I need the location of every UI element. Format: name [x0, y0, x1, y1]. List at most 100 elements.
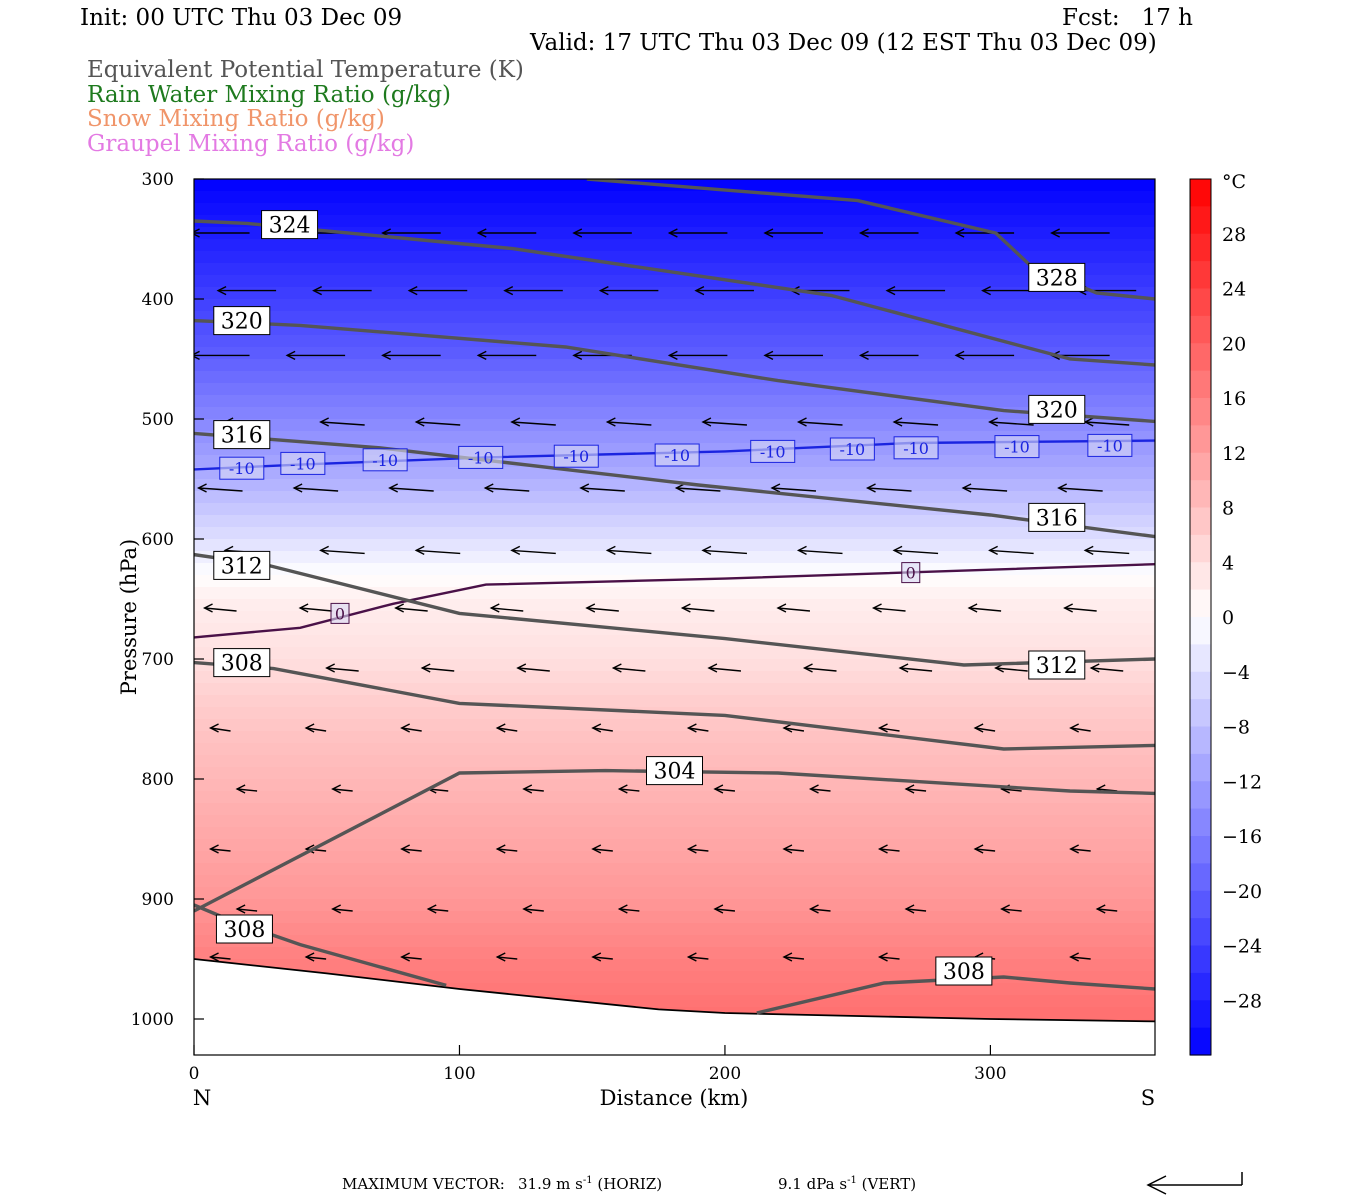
- colorbar-tick-label: −8: [1222, 717, 1250, 739]
- legend-snow: Snow Mixing Ratio (g/kg): [87, 106, 385, 132]
- wind-vector-head: [961, 483, 972, 493]
- temperature-band: [194, 203, 1155, 216]
- temperature-band: [194, 923, 1155, 936]
- wind-vector: [619, 788, 640, 792]
- wind-vector-head: [196, 483, 207, 493]
- colorbar-tick-label: 12: [1222, 443, 1246, 465]
- wind-vector-head: [1069, 723, 1079, 733]
- colorbar-segment: [1190, 753, 1211, 782]
- theta-e-label-box: [213, 550, 271, 580]
- wind-vector: [783, 956, 805, 960]
- wind-vector-head: [331, 784, 341, 794]
- theta-e-contour-line: [586, 179, 1155, 301]
- wind-vector-head: [591, 844, 602, 854]
- temperature-band: [194, 383, 1155, 396]
- isotherm-label: -10: [760, 442, 786, 461]
- wind-vector-head: [476, 350, 487, 361]
- wind-vector: [1070, 956, 1091, 960]
- temperature-band: [194, 863, 1155, 876]
- wind-vector: [995, 667, 1028, 672]
- temperature-band: [194, 911, 1155, 924]
- colorbar-segment: [1190, 370, 1211, 399]
- temperature-band: [194, 947, 1155, 960]
- forecast-hour: Fcst: 17 h: [1062, 5, 1193, 31]
- x-axis-label: Distance (km): [600, 1086, 749, 1110]
- wind-vector: [682, 607, 715, 612]
- y-axis-label: Pressure (hPa): [117, 539, 141, 695]
- temperature-band: [194, 887, 1155, 900]
- wind-vector: [306, 727, 327, 732]
- reference-vector: [1146, 1172, 1243, 1195]
- wind-vector-head: [572, 350, 583, 361]
- wind-vector-head: [892, 545, 903, 556]
- wind-vector: [1070, 727, 1091, 732]
- wind-vector: [607, 421, 652, 426]
- wind-vector-head: [312, 285, 322, 296]
- wind-vector-head: [808, 784, 819, 794]
- wind-vector-head: [1083, 545, 1094, 556]
- wind-vector: [1070, 848, 1091, 852]
- init-time: Init: 00 UTC Thu 03 Dec 09: [80, 5, 403, 31]
- colorbar-segment: [1190, 890, 1211, 919]
- wind-vector-head: [667, 350, 678, 361]
- colorbar-unit: °C: [1222, 171, 1246, 193]
- colorbar-tick-label: 8: [1222, 498, 1234, 520]
- wind-vector: [497, 956, 518, 960]
- wind-vector-head: [904, 904, 915, 914]
- wind-vector-head: [808, 904, 819, 914]
- isotherm-label: 0: [335, 604, 345, 623]
- wind-vector: [210, 956, 231, 960]
- wind-vector-head: [713, 904, 724, 914]
- wind-vector-head: [400, 844, 410, 854]
- colorbar-tick-label: −28: [1222, 990, 1262, 1012]
- wind-vector: [237, 788, 258, 792]
- wind-vector: [204, 607, 237, 612]
- isotherm-label: -10: [468, 448, 494, 467]
- isotherm-label-box: [901, 562, 921, 584]
- temperature-band: [194, 731, 1155, 744]
- wind-vector-head: [516, 663, 527, 673]
- wind-vector-head: [680, 603, 691, 613]
- colorbar-tick-label: 24: [1222, 279, 1246, 301]
- vert-value: 9.1 dPa s: [778, 1175, 848, 1193]
- wind-vector-head: [763, 350, 774, 361]
- wind-vector-head: [858, 228, 869, 238]
- temperature-band: [194, 407, 1155, 420]
- temperature-band: [194, 251, 1155, 264]
- wind-vector: [389, 487, 434, 492]
- wind-vector: [867, 487, 912, 492]
- wind-vector-head: [605, 417, 616, 427]
- wind-vector-head: [877, 952, 888, 962]
- wind-vector-head: [579, 483, 590, 493]
- temperature-band: [194, 695, 1155, 708]
- north-label: N: [193, 1086, 211, 1110]
- colorbar-tick-label: 28: [1222, 224, 1246, 246]
- horiz-exponent: -1: [582, 1175, 593, 1186]
- wind-vector-head: [782, 723, 793, 733]
- isotherm-label-box: [1087, 433, 1133, 457]
- wind-vector-head: [598, 285, 609, 296]
- wind-vector-head: [591, 723, 602, 733]
- wind-vector: [198, 487, 243, 492]
- colorbar-segment: [1190, 918, 1211, 947]
- theta-e-label-box: [213, 420, 271, 450]
- wind-vector-head: [1069, 844, 1079, 854]
- wind-vector-head: [782, 844, 793, 854]
- isotherm-label: -10: [229, 459, 255, 478]
- wind-vector: [326, 667, 359, 672]
- colorbar-segment: [1190, 972, 1211, 1001]
- x-tick-label: 100: [443, 1064, 475, 1084]
- wind-vector-head: [796, 417, 807, 427]
- wind-vector: [237, 908, 258, 912]
- south-label: S: [1141, 1086, 1155, 1110]
- isotherm-label-box: [362, 448, 408, 472]
- isotherm-label: -10: [563, 447, 589, 466]
- wind-vector: [497, 848, 518, 852]
- colorbar-segment: [1190, 863, 1211, 892]
- wind-vector-head: [865, 483, 876, 493]
- temperature-band: [194, 215, 1155, 228]
- wind-vector: [798, 549, 843, 555]
- theta-e-label: 308: [943, 960, 985, 985]
- wind-vector-head: [617, 904, 628, 914]
- wind-vector: [963, 487, 1008, 492]
